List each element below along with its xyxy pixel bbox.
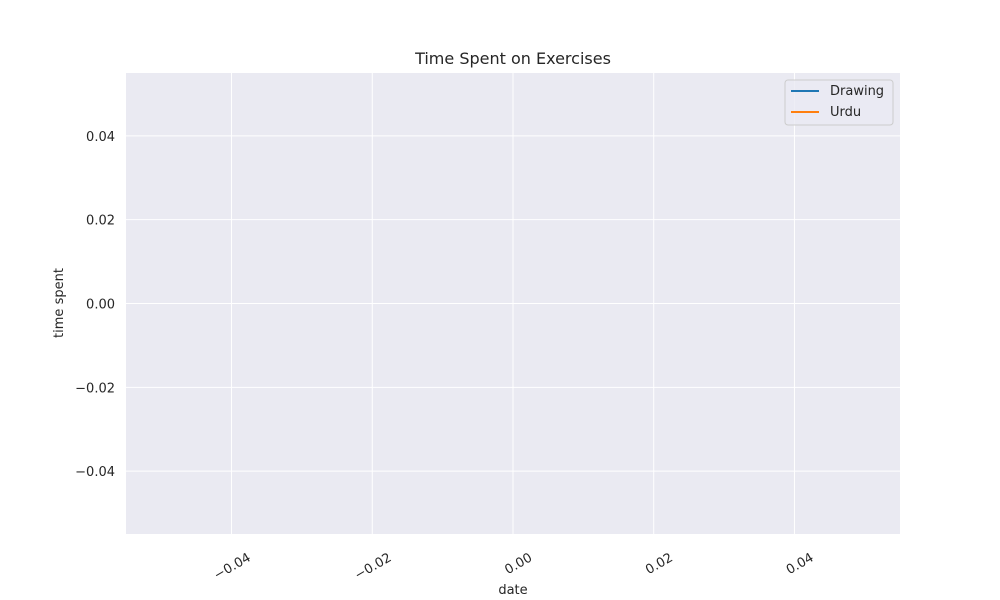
grid (126, 73, 900, 534)
y-axis-label: time spent (52, 268, 67, 338)
x-axis-label: date (498, 583, 527, 598)
y-tick-label: −0.02 (75, 381, 115, 396)
y-axis: 0.04 0.02 0.00 −0.02 −0.04 (75, 130, 115, 480)
chart-title: Time Spent on Exercises (414, 49, 611, 68)
x-axis: −0.04 −0.02 0.00 0.02 0.04 (212, 550, 817, 583)
x-tick-label: 0.00 (502, 550, 535, 577)
x-tick-label: −0.02 (352, 550, 394, 583)
x-tick-label: 0.04 (784, 550, 817, 577)
legend: Drawing Urdu (784, 79, 894, 126)
x-tick-label: −0.04 (212, 550, 254, 583)
legend-label-urdu: Urdu (830, 105, 861, 120)
x-tick-label: 0.02 (643, 550, 676, 577)
y-tick-label: 0.02 (86, 214, 115, 229)
y-tick-label: 0.04 (86, 130, 115, 145)
y-tick-label: −0.04 (75, 465, 115, 480)
legend-label-drawing: Drawing (830, 84, 884, 99)
y-tick-label: 0.00 (86, 298, 115, 313)
